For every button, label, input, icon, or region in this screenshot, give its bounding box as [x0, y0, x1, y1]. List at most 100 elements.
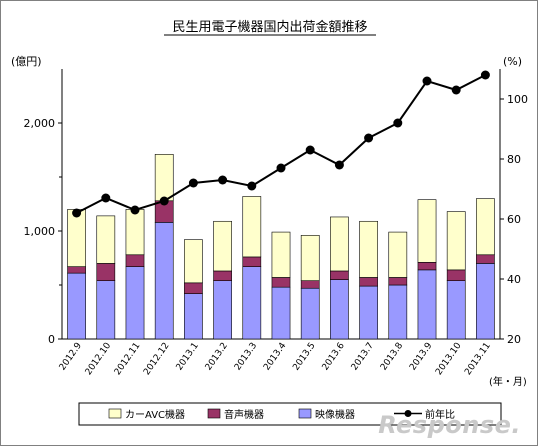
yoy-point	[364, 133, 374, 143]
x-tick-label: 2013.11	[463, 341, 493, 377]
bar-segment-video	[96, 280, 116, 340]
bar-segment-car-avc	[213, 220, 232, 272]
yoy-point	[218, 175, 228, 185]
bar-segment-audio	[446, 269, 466, 281]
yoy-point	[334, 160, 344, 170]
yoy-point	[422, 76, 432, 86]
bar-segment-audio	[388, 277, 408, 286]
chart-title: 民生用電子機器国内出荷金額推移	[172, 19, 367, 35]
bar-segment-audio	[417, 262, 437, 271]
bar-segment-video	[300, 287, 320, 340]
legend: カーAVC機器 音声機器 映像機器 前年比	[78, 402, 502, 426]
x-tick-label: 2013.9	[408, 341, 434, 373]
x-axis-unit: (年・月)	[489, 375, 527, 388]
bar-segment-car-avc	[388, 231, 408, 278]
yoy-point	[247, 181, 257, 191]
yoy-point	[393, 118, 403, 128]
bar-segment-audio	[359, 277, 378, 287]
yoy-point	[305, 145, 315, 155]
yoy-point	[451, 85, 461, 95]
bar-segment-video	[388, 284, 408, 340]
bar-segment-car-avc	[271, 231, 291, 278]
legend-swatch-audio	[207, 408, 221, 419]
bar-segment-video	[67, 272, 86, 340]
watermark-logo: Response.	[378, 411, 521, 439]
y2-tick-label: 40	[507, 273, 521, 286]
x-tick-label: 2012.12	[142, 341, 172, 377]
bar-segment-car-avc	[96, 215, 116, 264]
y-axis-label: (億円)	[11, 55, 42, 68]
bar-segment-car-avc	[446, 211, 466, 271]
legend-swatch-video	[298, 408, 312, 419]
bar-segment-audio	[96, 263, 116, 281]
x-tick-label: 2013.8	[379, 341, 405, 373]
bar-segment-car-avc	[184, 239, 203, 284]
yoy-point	[130, 205, 140, 215]
bar-segment-car-avc	[476, 198, 495, 256]
x-tick-label: 2012.11	[113, 341, 143, 377]
legend-label-audio: 音声機器	[224, 408, 264, 421]
yoy-point	[276, 163, 286, 173]
y-axis-ticks: 0 1,000 2,000	[24, 117, 62, 346]
legend-label-yoy: 前年比	[425, 408, 455, 421]
y-tick-label: 0	[48, 333, 55, 346]
yoy-point	[480, 70, 490, 80]
bar-segment-audio	[213, 270, 232, 281]
legend-marker-yoy	[404, 410, 412, 417]
bar-segment-audio	[330, 270, 349, 280]
bar-segment-video	[125, 266, 145, 340]
legend-label-car-avc: カーAVC機器	[125, 408, 185, 421]
x-axis-tick-labels: 2012.9 2012.10 2012.11 2012.12 2013.1 2013.2 2…	[58, 341, 493, 377]
yoy-line	[76, 74, 486, 214]
yoy-point	[159, 196, 169, 206]
bar-segment-video	[446, 280, 466, 340]
bar-segment-car-avc	[67, 209, 86, 267]
bar-segment-video	[213, 280, 232, 340]
legend-label-video: 映像機器	[315, 408, 355, 421]
bar-segment-audio	[184, 282, 203, 294]
bar-segment-video	[184, 293, 203, 340]
bar-segment-audio	[242, 256, 262, 267]
x-tick-label: 2013.5	[291, 341, 317, 373]
bar-segment-video	[359, 285, 378, 340]
x-tick-label: 2013.7	[350, 341, 376, 373]
bar-segment-audio	[67, 266, 86, 274]
y-tick-label: 2,000	[24, 117, 56, 130]
bar-segment-audio	[271, 277, 291, 288]
bar-series	[67, 154, 495, 340]
bar-segment-video	[242, 266, 262, 340]
x-tick-label: 2013.1	[175, 341, 201, 373]
bar-segment-video	[476, 263, 495, 340]
y-tick-label: 1,000	[24, 225, 56, 238]
x-tick-label: 2013.10	[434, 341, 464, 377]
bar-segment-car-avc	[242, 196, 262, 258]
bar-segment-car-avc	[359, 220, 378, 278]
bar-segment-car-avc	[300, 235, 320, 281]
y2-axis-label: (%)	[503, 55, 522, 68]
y2-tick-label: 20	[507, 333, 521, 346]
bar-segment-car-avc	[154, 154, 174, 202]
x-tick-label: 2013.2	[204, 341, 230, 373]
bar-segment-video	[271, 286, 291, 340]
bar-segment-audio	[300, 280, 320, 289]
bar-segment-video	[417, 269, 437, 340]
yoy-point	[188, 178, 198, 188]
y2-axis-ticks: 20 40 60 80 100	[500, 93, 528, 346]
y2-tick-label: 60	[507, 213, 521, 226]
x-tick-label: 2012.10	[84, 341, 114, 377]
bar-segment-audio	[476, 254, 495, 264]
y2-tick-label: 100	[507, 93, 528, 106]
line-series	[72, 70, 490, 218]
x-tick-label: 2013.3	[233, 341, 259, 373]
x-tick-label: 2013.4	[262, 341, 288, 373]
bar-segment-car-avc	[330, 216, 349, 272]
legend-swatch-car-avc	[108, 408, 122, 419]
bar-segment-video	[330, 279, 349, 340]
bar-segment-car-avc	[417, 199, 437, 263]
x-tick-label: 2013.6	[321, 341, 347, 373]
bar-segment-video	[154, 222, 174, 340]
yoy-point	[101, 193, 111, 203]
x-tick-label: 2012.9	[58, 341, 84, 373]
